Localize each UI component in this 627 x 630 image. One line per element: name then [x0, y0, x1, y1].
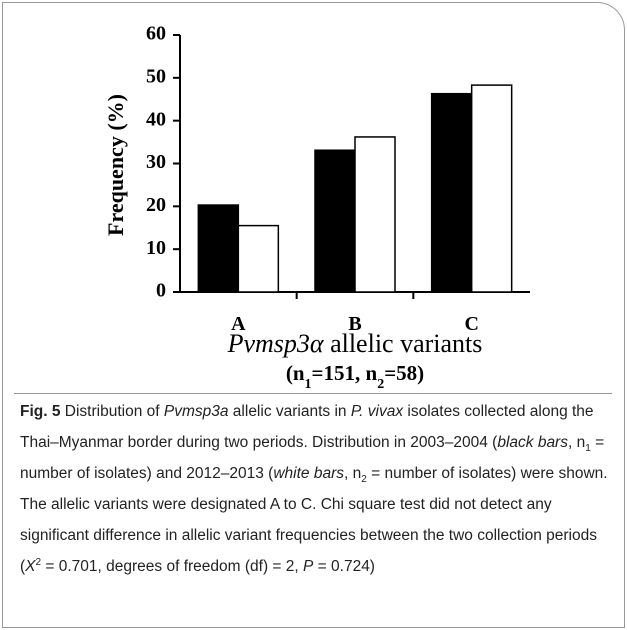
x-tick-label: A: [231, 313, 246, 335]
caption-text: Distribution of: [60, 403, 164, 420]
bar: [430, 92, 473, 293]
y-tick-label: 50: [146, 65, 166, 87]
x-label-italic: Pvmsp3α: [227, 329, 325, 358]
x-tick-label: C: [464, 313, 478, 335]
divider: [14, 393, 612, 394]
caption-text: = number of isolates) and 2012–2013 (: [20, 434, 605, 482]
caption-text: 1: [585, 443, 591, 455]
y-tick-label: 0: [156, 280, 166, 302]
y-axis-label: Frequency (%): [103, 94, 128, 236]
caption: Fig. 5 Distribution of Pvmsp3a allelic v…: [20, 396, 610, 582]
sample-size-part: (n: [286, 361, 305, 385]
bar: [470, 84, 513, 293]
sample-size-part: =151, n: [312, 361, 378, 385]
y-tick-label: 60: [146, 23, 166, 45]
caption-text: = 0.701, degrees of freedom (df) = 2,: [41, 558, 304, 575]
bar: [354, 136, 396, 293]
sample-sizes: (n1=151, n2=58): [286, 361, 424, 392]
x-axis-label: Pvmsp3α allelic variants: [227, 329, 483, 358]
bar: [314, 149, 356, 293]
caption-text: = 0.724): [313, 558, 375, 575]
y-tick-label: 30: [146, 151, 166, 173]
caption-text: Fig. 5: [20, 403, 61, 420]
y-tick-label: 10: [146, 237, 166, 259]
caption-text: P: [303, 558, 314, 575]
caption-text: X: [25, 558, 36, 575]
caption-text: P. vivax: [350, 403, 404, 420]
caption-text: isolates collected along the Thai–Myanma…: [20, 403, 594, 451]
sample-size-part: 2: [377, 377, 384, 392]
caption-text: 2: [35, 556, 42, 568]
sample-size-part: =58): [384, 361, 424, 385]
caption-text: 2: [361, 474, 367, 486]
caption-text: , n: [567, 434, 586, 451]
bar: [197, 204, 240, 293]
caption-text: white bars: [273, 465, 344, 482]
caption-text: black bars: [497, 434, 568, 451]
caption-text: allelic variants in: [228, 403, 351, 420]
caption-text: , n: [344, 465, 362, 482]
y-tick-label: 20: [146, 194, 166, 216]
x-tick-label: B: [348, 313, 361, 335]
bar: [237, 224, 280, 293]
sample-size-part: 1: [305, 377, 312, 392]
caption-text: = number of isolates) were shown. The al…: [20, 465, 608, 575]
x-label-text: allelic variants: [330, 329, 482, 358]
y-tick-label: 40: [146, 108, 166, 130]
chart: Frequency (%) Pvmsp3α allelic variants (…: [103, 23, 530, 392]
caption-text: Pvmsp3a: [163, 403, 229, 420]
